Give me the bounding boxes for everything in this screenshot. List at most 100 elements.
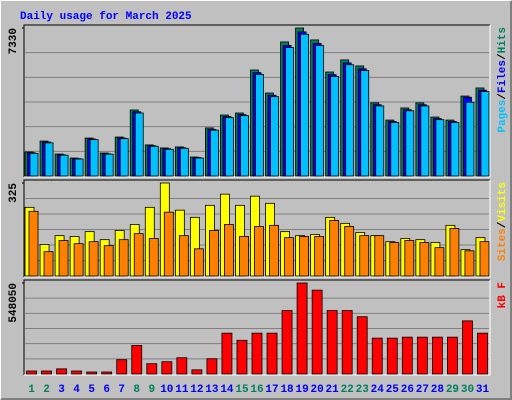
x-tick-label: 3 [58,384,65,396]
bar [449,228,460,277]
bar [269,224,279,277]
x-tick-label: 7 [118,384,125,396]
x-tick-label: 17 [265,384,278,396]
bar [390,122,400,177]
bar [359,235,370,277]
legend-entry: kB F [497,282,509,308]
bar [284,237,294,277]
bar [194,157,204,177]
chart-title: Daily usage for March 2025 [20,11,192,23]
bar [464,250,475,277]
bar [254,226,264,277]
x-tick-label: 26 [401,384,414,396]
x-tick-label: 2 [43,384,50,396]
bar [434,247,445,277]
x-tick-label: 18 [280,384,294,396]
bar [300,33,309,177]
bar [404,240,415,277]
bar [164,148,174,177]
bar [401,336,413,375]
bar [146,363,158,375]
bar [386,337,398,375]
bar [225,117,234,177]
bar [419,242,430,277]
bar [59,154,69,177]
bar [193,248,204,277]
x-tick-label: 1 [28,384,35,396]
legend: Pages/Files/Hits [497,27,509,133]
bar [251,332,263,375]
x-tick-label: 11 [175,384,189,396]
y-tick-label: 7330 [8,28,20,54]
bar [119,138,129,177]
panel-edge-light [24,25,491,178]
bar [149,145,159,177]
x-tick-label: 29 [446,384,459,396]
bar [210,129,219,177]
legend-separator: / [497,221,509,228]
bar [315,45,325,177]
bar [148,238,159,277]
bar [176,357,188,375]
x-tick-label: 6 [103,384,110,396]
bar [344,226,355,277]
legend-separator: / [497,93,509,100]
bar [375,105,385,177]
bar [134,112,144,177]
bar [371,337,383,375]
bar [345,64,355,177]
x-tick-label: 20 [311,384,324,396]
x-tick-label: 23 [356,384,370,396]
bar [163,211,174,277]
bar [28,210,39,277]
x-tick-label: 15 [235,384,249,396]
bar [224,224,234,277]
bar [86,371,98,375]
bar [405,110,415,177]
bar [356,316,368,375]
bar [161,361,173,375]
bar [341,310,353,375]
panel-edge-light [24,180,491,278]
x-tick-label: 10 [160,384,173,396]
bar [416,336,428,375]
bar [56,368,67,375]
x-tick-label: 28 [431,384,445,396]
bar [330,76,340,177]
x-tick-label: 22 [341,384,354,396]
legend-entry: Files [497,60,509,93]
legend: kB F [497,282,509,308]
panel-edge-dark [23,179,490,277]
bar [209,230,219,277]
bar [239,236,249,277]
bar [477,332,488,375]
bar [360,70,370,177]
bar [420,105,430,177]
legend-entry: Visits [497,182,509,222]
x-tick-label: 30 [461,384,474,396]
bar [88,241,99,277]
bar [240,115,249,177]
bar [326,310,338,375]
bar [133,233,144,277]
bar [266,332,278,375]
x-tick-label: 12 [190,384,203,396]
bar [296,282,308,375]
y-tick-label: 548050 [8,283,20,323]
x-tick-label: 25 [386,384,400,396]
bar [236,339,248,375]
x-tick-label: 27 [416,384,429,396]
bar [221,332,233,375]
bar [431,336,443,375]
bar [270,96,279,177]
bar [41,370,52,375]
legend: Sites/Visits [497,182,509,261]
bar [131,345,143,375]
panel-edge-dark [23,24,490,177]
x-tick-label: 5 [88,384,95,396]
bar [29,152,39,177]
bar [26,370,37,375]
bar [389,242,400,277]
bar [104,153,114,177]
